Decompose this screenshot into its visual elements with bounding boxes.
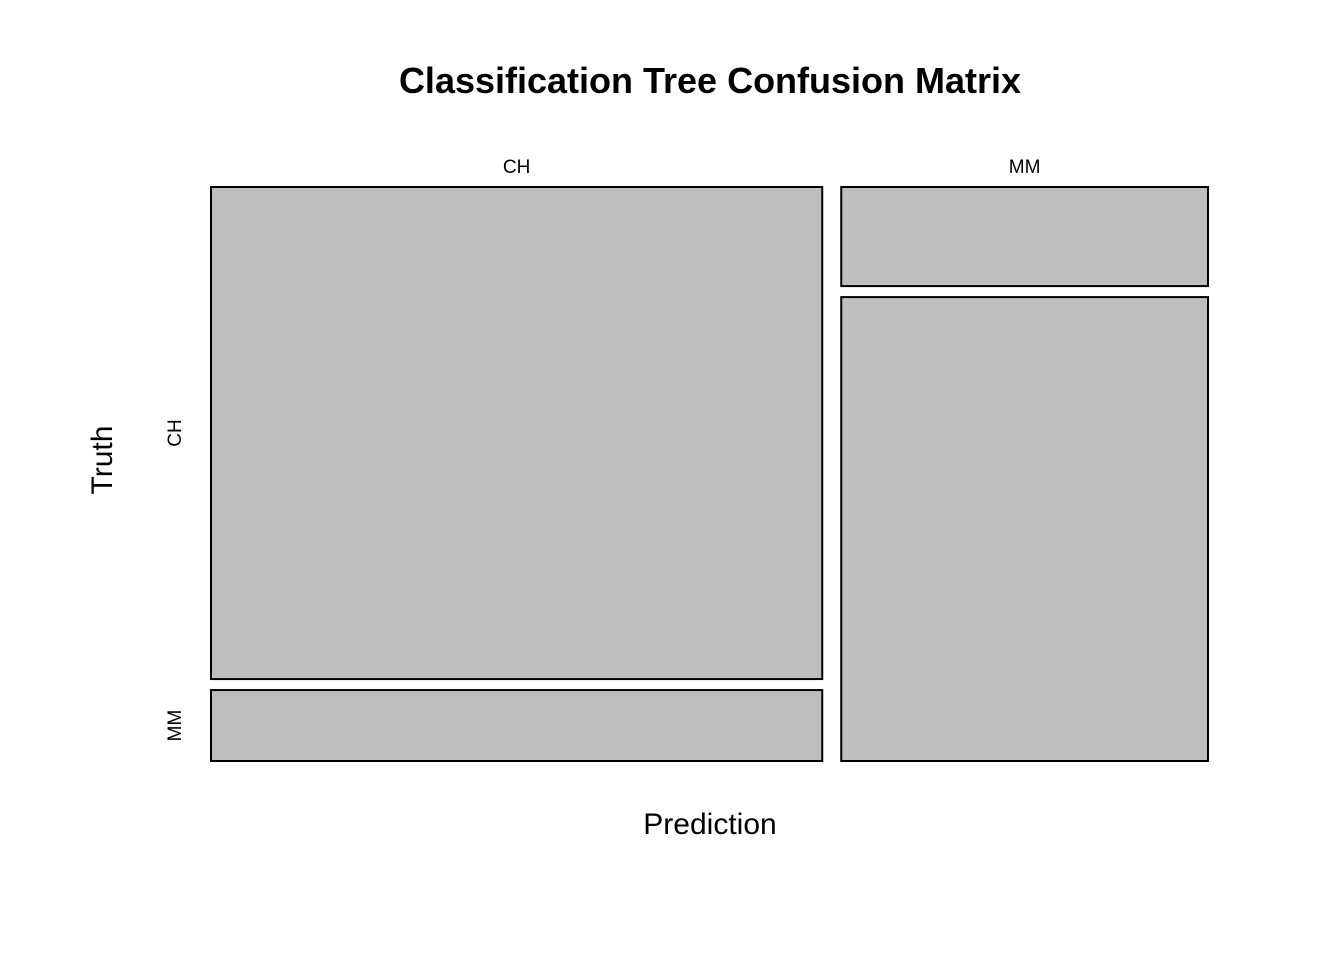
tile-pred-mm-truth-mm bbox=[840, 296, 1209, 762]
y-tick-label-mm: MM bbox=[165, 710, 186, 742]
y-axis-title: Truth bbox=[86, 426, 119, 495]
tile-pred-mm-truth-ch bbox=[840, 186, 1209, 288]
tick-label-group: CH CH MM MM bbox=[165, 157, 1040, 741]
x-tick-label-ch: CH bbox=[503, 157, 530, 178]
tile-group bbox=[210, 186, 1209, 763]
x-axis-title: Prediction bbox=[643, 808, 776, 841]
tile-pred-ch-truth-mm bbox=[210, 689, 824, 763]
tile-pred-ch-truth-ch bbox=[210, 186, 824, 681]
y-tick-label-ch: CH bbox=[165, 419, 186, 446]
x-tick-label-mm: MM bbox=[1009, 157, 1041, 178]
chart-title: Classification Tree Confusion Matrix bbox=[399, 60, 1021, 101]
